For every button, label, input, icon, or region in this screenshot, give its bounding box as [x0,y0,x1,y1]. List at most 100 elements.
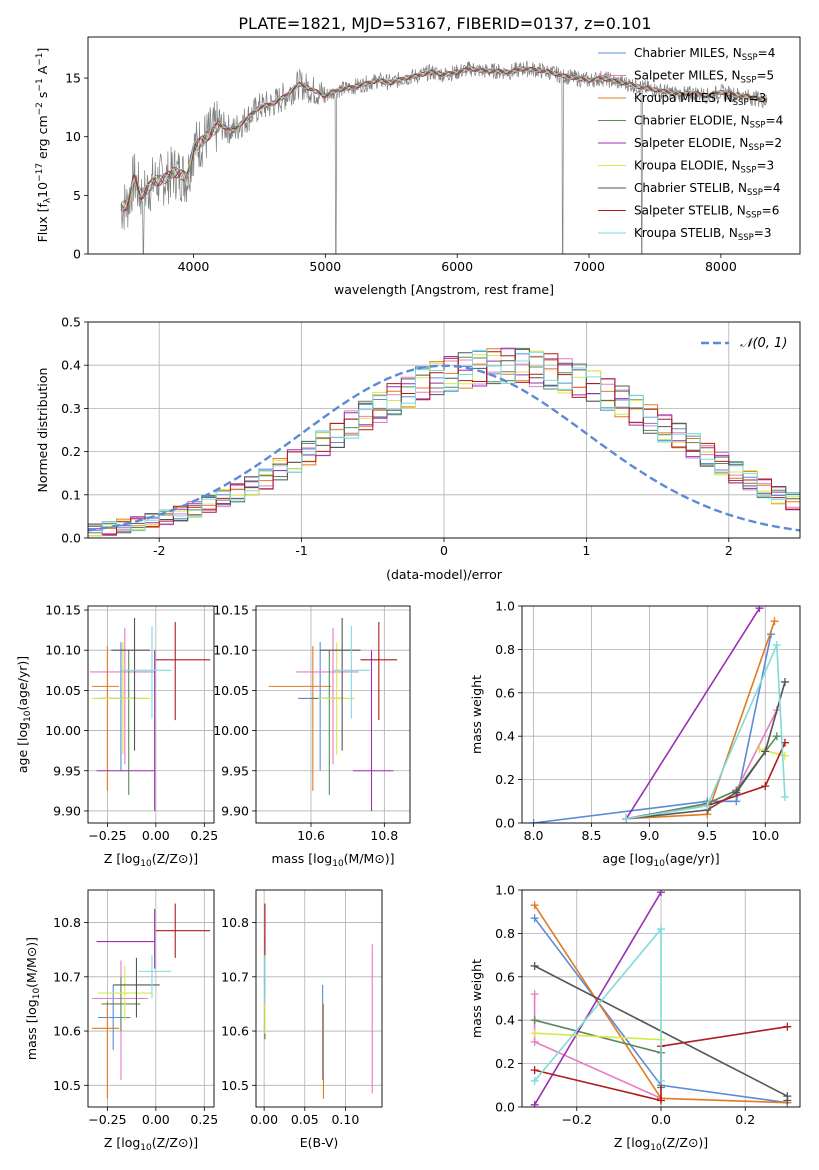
x-axis-label: age [log10(age/yr)] [602,851,719,869]
weight-marker [530,1037,539,1046]
y-tick-label: 0.6 [495,685,515,700]
weight-marker [657,890,665,897]
age_vs_mass-plot-area [268,618,398,811]
y-tick-label: 0.3 [61,401,81,416]
y-tick-label: 15 [65,71,81,86]
y-tick-label: 10 [65,129,81,144]
y-tick-label: 0.0 [495,1100,515,1115]
legend-label: Chabrier ELODIE, NSSP=4 [634,114,783,131]
axes-frame [255,889,383,1108]
y-tick-label: 1.0 [495,599,515,614]
legend-label: Chabrier MILES, NSSP=4 [634,46,775,63]
y-tick-label: 10.00 [213,723,249,738]
y-tick-label: 0.4 [61,358,81,373]
model-spectrum-line [120,66,767,213]
weight-line [534,1032,662,1041]
weight-marker [530,914,539,923]
weight-marker [657,1076,665,1085]
x-tick-label: 0.05 [291,1112,319,1127]
x-tick-label: 0.0 [651,1112,671,1127]
y-tick-label: 10.5 [221,1078,249,1093]
y-tick-label: 0.4 [495,729,515,744]
x-tick-label: -2 [153,543,165,558]
x-axis-label: Z [log10(Z/Z⊙)] [614,1135,708,1153]
weight-marker [622,814,631,823]
x-tick-label: 2 [725,543,733,558]
y-axis-label: Normed distribution [35,368,50,493]
y-tick-label: 0.2 [495,772,515,787]
legend-label: Kroupa ELODIE, NSSP=3 [634,159,774,176]
weight-marker [530,1016,539,1025]
weight-line [534,1019,662,1088]
axes-frame [87,889,215,1108]
y-tick-label: 10.00 [45,723,81,738]
x-tick-label: 5000 [309,259,341,274]
y-tick-label: 10.10 [45,643,81,658]
y-axis-label: mass [log10(M/M⊙)] [24,937,42,1060]
weight-marker [755,745,764,754]
weight-line [533,634,772,823]
legend-label: Salpeter STELIB, NSSP=6 [634,204,779,221]
weight-line [759,748,786,757]
y-tick-label: 10.8 [221,915,249,930]
axes-frame [255,605,411,824]
figure-title: PLATE=1821, MJD=53167, FIBERID=0137, z=0… [238,14,651,33]
age_vs_mass-panel: 10.6 10.8 9.90 9.95 10.00 10.05 10.10 10.15 mass… [213,603,411,869]
model-spectrum-line [120,66,767,212]
x-tick-label: 8000 [705,259,737,274]
weight-line [533,926,662,1082]
y-axis-label: age [log10(age/yr)] [15,656,33,773]
x-tick-label: 8.5 [582,828,602,843]
x-tick-label: 6000 [441,259,473,274]
weight-marker [530,1066,539,1075]
y-tick-label: 9.90 [221,803,249,818]
x-axis-label: Z [log10(Z/Z⊙)] [104,851,198,869]
weight_vs_age-panel: 8.0 8.5 9.0 9.5 10.0 0.0 0.2 0.4 0.6 0.8 1.0 age [l… [469,599,801,869]
y-tick-label: 0.8 [495,926,515,941]
y-tick-label: 10.8 [53,915,81,930]
weight-marker [530,1076,539,1085]
y-tick-label: 10.15 [45,603,81,618]
weight-marker [761,747,770,756]
axes-frame [87,321,801,539]
x-tick-label: 0.00 [142,1112,170,1127]
mass_vs_EBV-panel: 0.00 0.05 0.10 10.5 10.6 10.7 10.8 E(B-V) [221,889,383,1150]
y-tick-label: 10.05 [213,683,249,698]
y-tick-label: 0.1 [61,487,81,502]
residuals-plot-area [88,347,800,537]
weight-marker [530,1100,539,1107]
x-tick-label: −0.2 [562,1112,592,1127]
age_vs_Z-panel: −0.25 0.00 0.25 9.90 9.95 10.00 10.05 10.10 10.1… [15,603,218,869]
weight-marker [732,797,741,806]
x-tick-label: 9.0 [639,828,659,843]
axes-frame [87,605,215,824]
y-tick-label: 0.0 [61,531,81,546]
x-tick-label: 1 [582,543,590,558]
x-tick-label: 10.0 [751,828,779,843]
y-tick-label: 10.7 [53,969,81,984]
weight-marker [755,606,764,613]
axes-frame [521,889,801,1108]
weight-marker [780,792,789,801]
legend-label: Salpeter MILES, NSSP=5 [634,69,774,86]
y-tick-label: 10.05 [45,683,81,698]
y-axis-label: Flux [fλ10−17 erg cm−2 s−1 A−1] [35,48,53,243]
y-tick-label: 0.0 [495,816,515,831]
x-tick-label: 0 [440,543,448,558]
x-tick-label: 0.00 [142,828,170,843]
weight-marker [772,641,781,650]
weight-line [626,620,776,820]
weight-marker [530,990,539,999]
age_vs_Z-plot-area [89,618,211,811]
weight-marker [530,901,539,910]
weight-marker [783,1096,792,1105]
x-axis-label: Z [log10(Z/Z⊙)] [104,1135,198,1153]
axes-frame [521,605,801,824]
weight-marker [529,819,538,823]
weight-marker [657,925,665,934]
weight-line [533,994,662,1100]
y-tick-label: 10.6 [53,1024,81,1039]
y-tick-label: 0.4 [495,1013,515,1028]
weight-marker [783,1022,792,1031]
